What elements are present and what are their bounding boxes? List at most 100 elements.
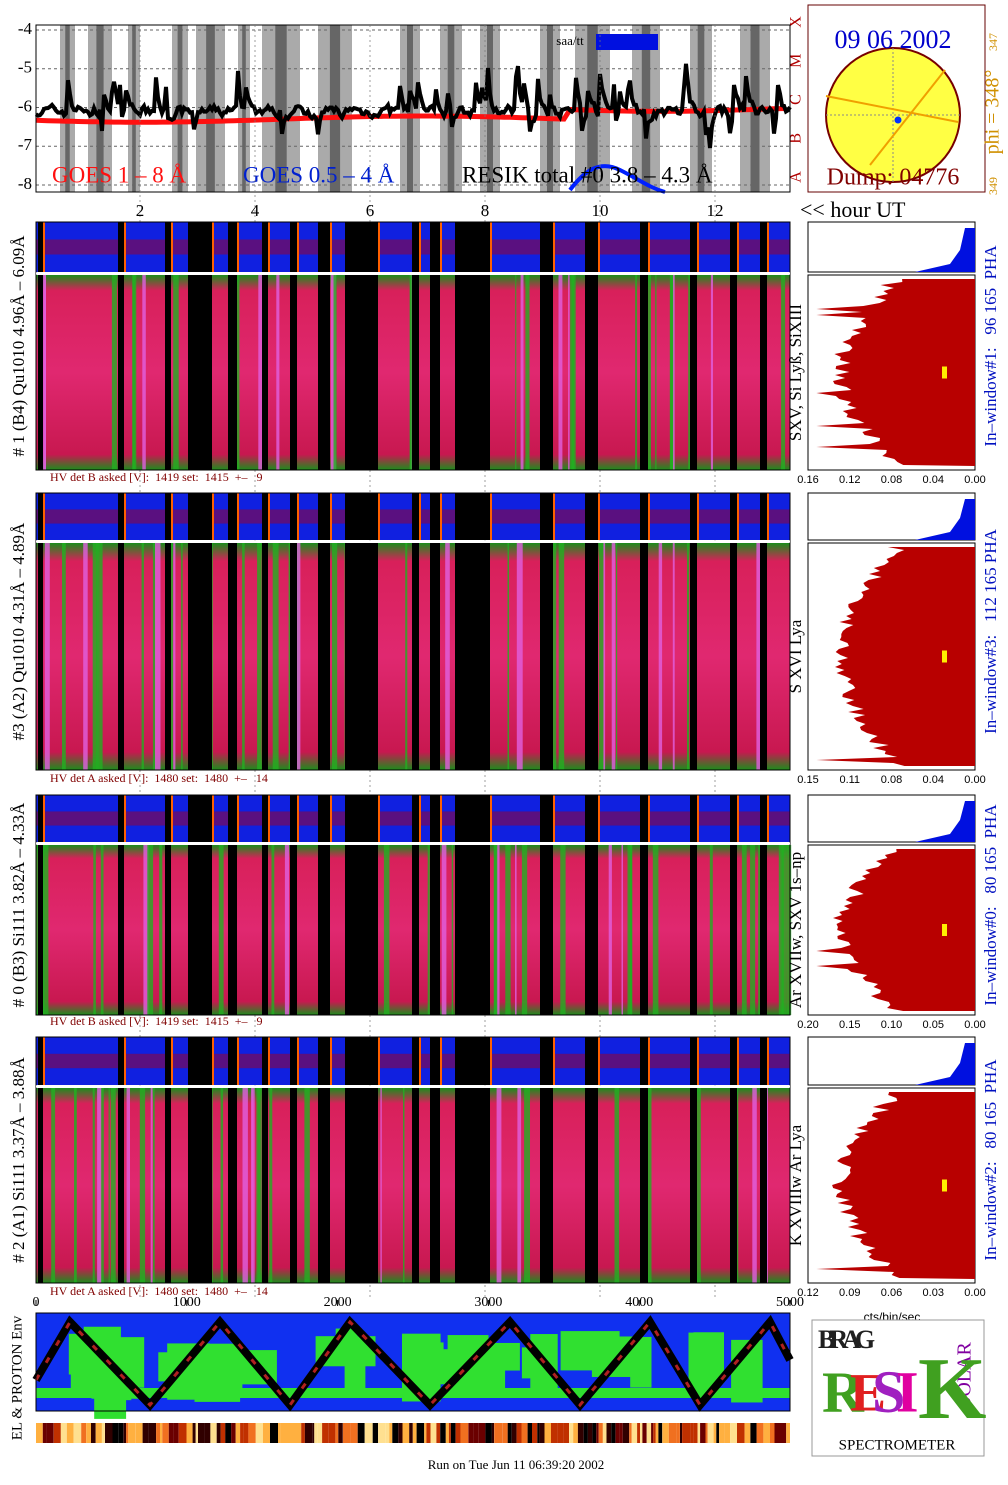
status-cell (36, 1423, 43, 1443)
spectrogram-stripe (333, 275, 337, 470)
status-cell (713, 1423, 717, 1443)
dump: Dump: 04776 (827, 165, 960, 191)
spectrogram-stripe (155, 543, 161, 770)
logo-letter: S (872, 1359, 905, 1425)
status-cell (135, 1423, 143, 1443)
spectrogram-stripe (288, 543, 291, 770)
status-cell (392, 1423, 399, 1443)
status-cell (412, 1423, 417, 1443)
strip-edge (171, 795, 173, 842)
spectrogram-stripe (741, 845, 747, 1015)
data-gap (165, 795, 171, 842)
spectrogram-stripe (100, 845, 104, 1015)
strip-edge (237, 1037, 239, 1085)
data-gap (228, 845, 237, 1015)
data-gap (585, 845, 598, 1015)
status-cell (668, 1423, 677, 1443)
spectrogram-stripe (132, 275, 135, 470)
status-cell (168, 1423, 174, 1443)
data-gap (228, 222, 237, 272)
data-gap (228, 1037, 237, 1085)
strip-edge (378, 493, 380, 540)
spectrogram-stripe (108, 1088, 110, 1283)
data-gap (188, 222, 212, 272)
data-gap (262, 493, 268, 540)
status-cell (160, 1423, 163, 1443)
status-cell (502, 1423, 508, 1443)
data-gap (730, 543, 737, 770)
spectrogram-stripe (97, 543, 103, 770)
goes-y-tick-label: -7 (18, 135, 33, 154)
hour-tick-label: 8 (481, 201, 490, 220)
run-label: Run on Tue Jun 11 06:39:20 2002 (428, 1457, 605, 1472)
strip-edge (237, 493, 239, 540)
status-cell (737, 1423, 745, 1443)
spectrogram-stripe (143, 845, 149, 1015)
data-gap (38, 493, 43, 540)
strip-edge (737, 795, 739, 842)
data-gap (690, 493, 697, 540)
spectrogram-stripe (752, 1088, 757, 1283)
data-gap (430, 493, 440, 540)
data-gap (430, 845, 440, 1015)
hour-tick-label: 10 (592, 201, 609, 220)
data-gap (690, 1088, 697, 1283)
spectrogram-stripe (599, 543, 604, 770)
data-gap (228, 795, 237, 842)
status-cell (516, 1423, 522, 1443)
window-marker (942, 650, 947, 663)
window-label: In–window#1: 96 165 PHA (981, 245, 1000, 447)
strip-edge (268, 222, 270, 272)
data-gap (165, 222, 171, 272)
logo-caption: SPECTROMETER (839, 1437, 956, 1453)
strip-edge (43, 222, 45, 272)
spectrogram-frame (35, 221, 791, 471)
data-gap (455, 275, 490, 470)
spectrogram-stripe (616, 543, 618, 770)
spectrogram-stripe (44, 543, 50, 770)
data-gap (318, 493, 330, 540)
strip-edge (419, 493, 421, 540)
status-cell (622, 1423, 630, 1443)
bin-tick-label: 3000 (474, 1295, 502, 1310)
status-cell (662, 1423, 669, 1443)
spectrogram-stripe (652, 845, 659, 1015)
data-gap (412, 275, 419, 470)
goes-class-label: X (788, 16, 805, 28)
data-gap (412, 1037, 419, 1085)
line-names: Ar XVIIw, SXV 1s–np (786, 852, 805, 1008)
spectrogram-stripe (515, 845, 517, 1015)
spectrogram-stripe (62, 543, 66, 770)
data-gap (760, 222, 767, 272)
status-cell (312, 1423, 315, 1443)
status-cell (744, 1423, 751, 1443)
logo-solar: SOLAR (954, 1342, 976, 1408)
spectrogram-stripe (672, 543, 675, 770)
spectrogram-stripe (296, 543, 301, 770)
saa-label: saa/tt (556, 33, 584, 48)
data-gap (318, 795, 330, 842)
hour-tick-label: 2 (136, 201, 145, 220)
data-gap (585, 1037, 598, 1085)
hv-label: HV det B asked [V]: 1419 set: 1415 +– 9 (50, 1014, 263, 1028)
status-cell (73, 1423, 82, 1443)
status-cell (342, 1423, 351, 1443)
env-blob (412, 1342, 444, 1374)
spectrogram-stripe (507, 543, 509, 770)
strip-edge (598, 493, 600, 540)
spectrogram-stripe (570, 275, 576, 470)
status-cell (606, 1423, 612, 1443)
status-cell (653, 1423, 656, 1443)
status-cell (105, 1423, 113, 1443)
data-gap (760, 845, 767, 1015)
data-gap (188, 1037, 212, 1085)
spectrogram-stripe (688, 275, 691, 470)
hist-tick-label: 0.04 (923, 474, 944, 486)
status-cell (445, 1423, 449, 1443)
data-gap (38, 1088, 43, 1283)
spectrogram-stripe (383, 845, 390, 1015)
strip-edge (648, 795, 650, 842)
data-gap (165, 543, 171, 770)
status-cell (350, 1423, 358, 1443)
status-cell (280, 1423, 288, 1443)
